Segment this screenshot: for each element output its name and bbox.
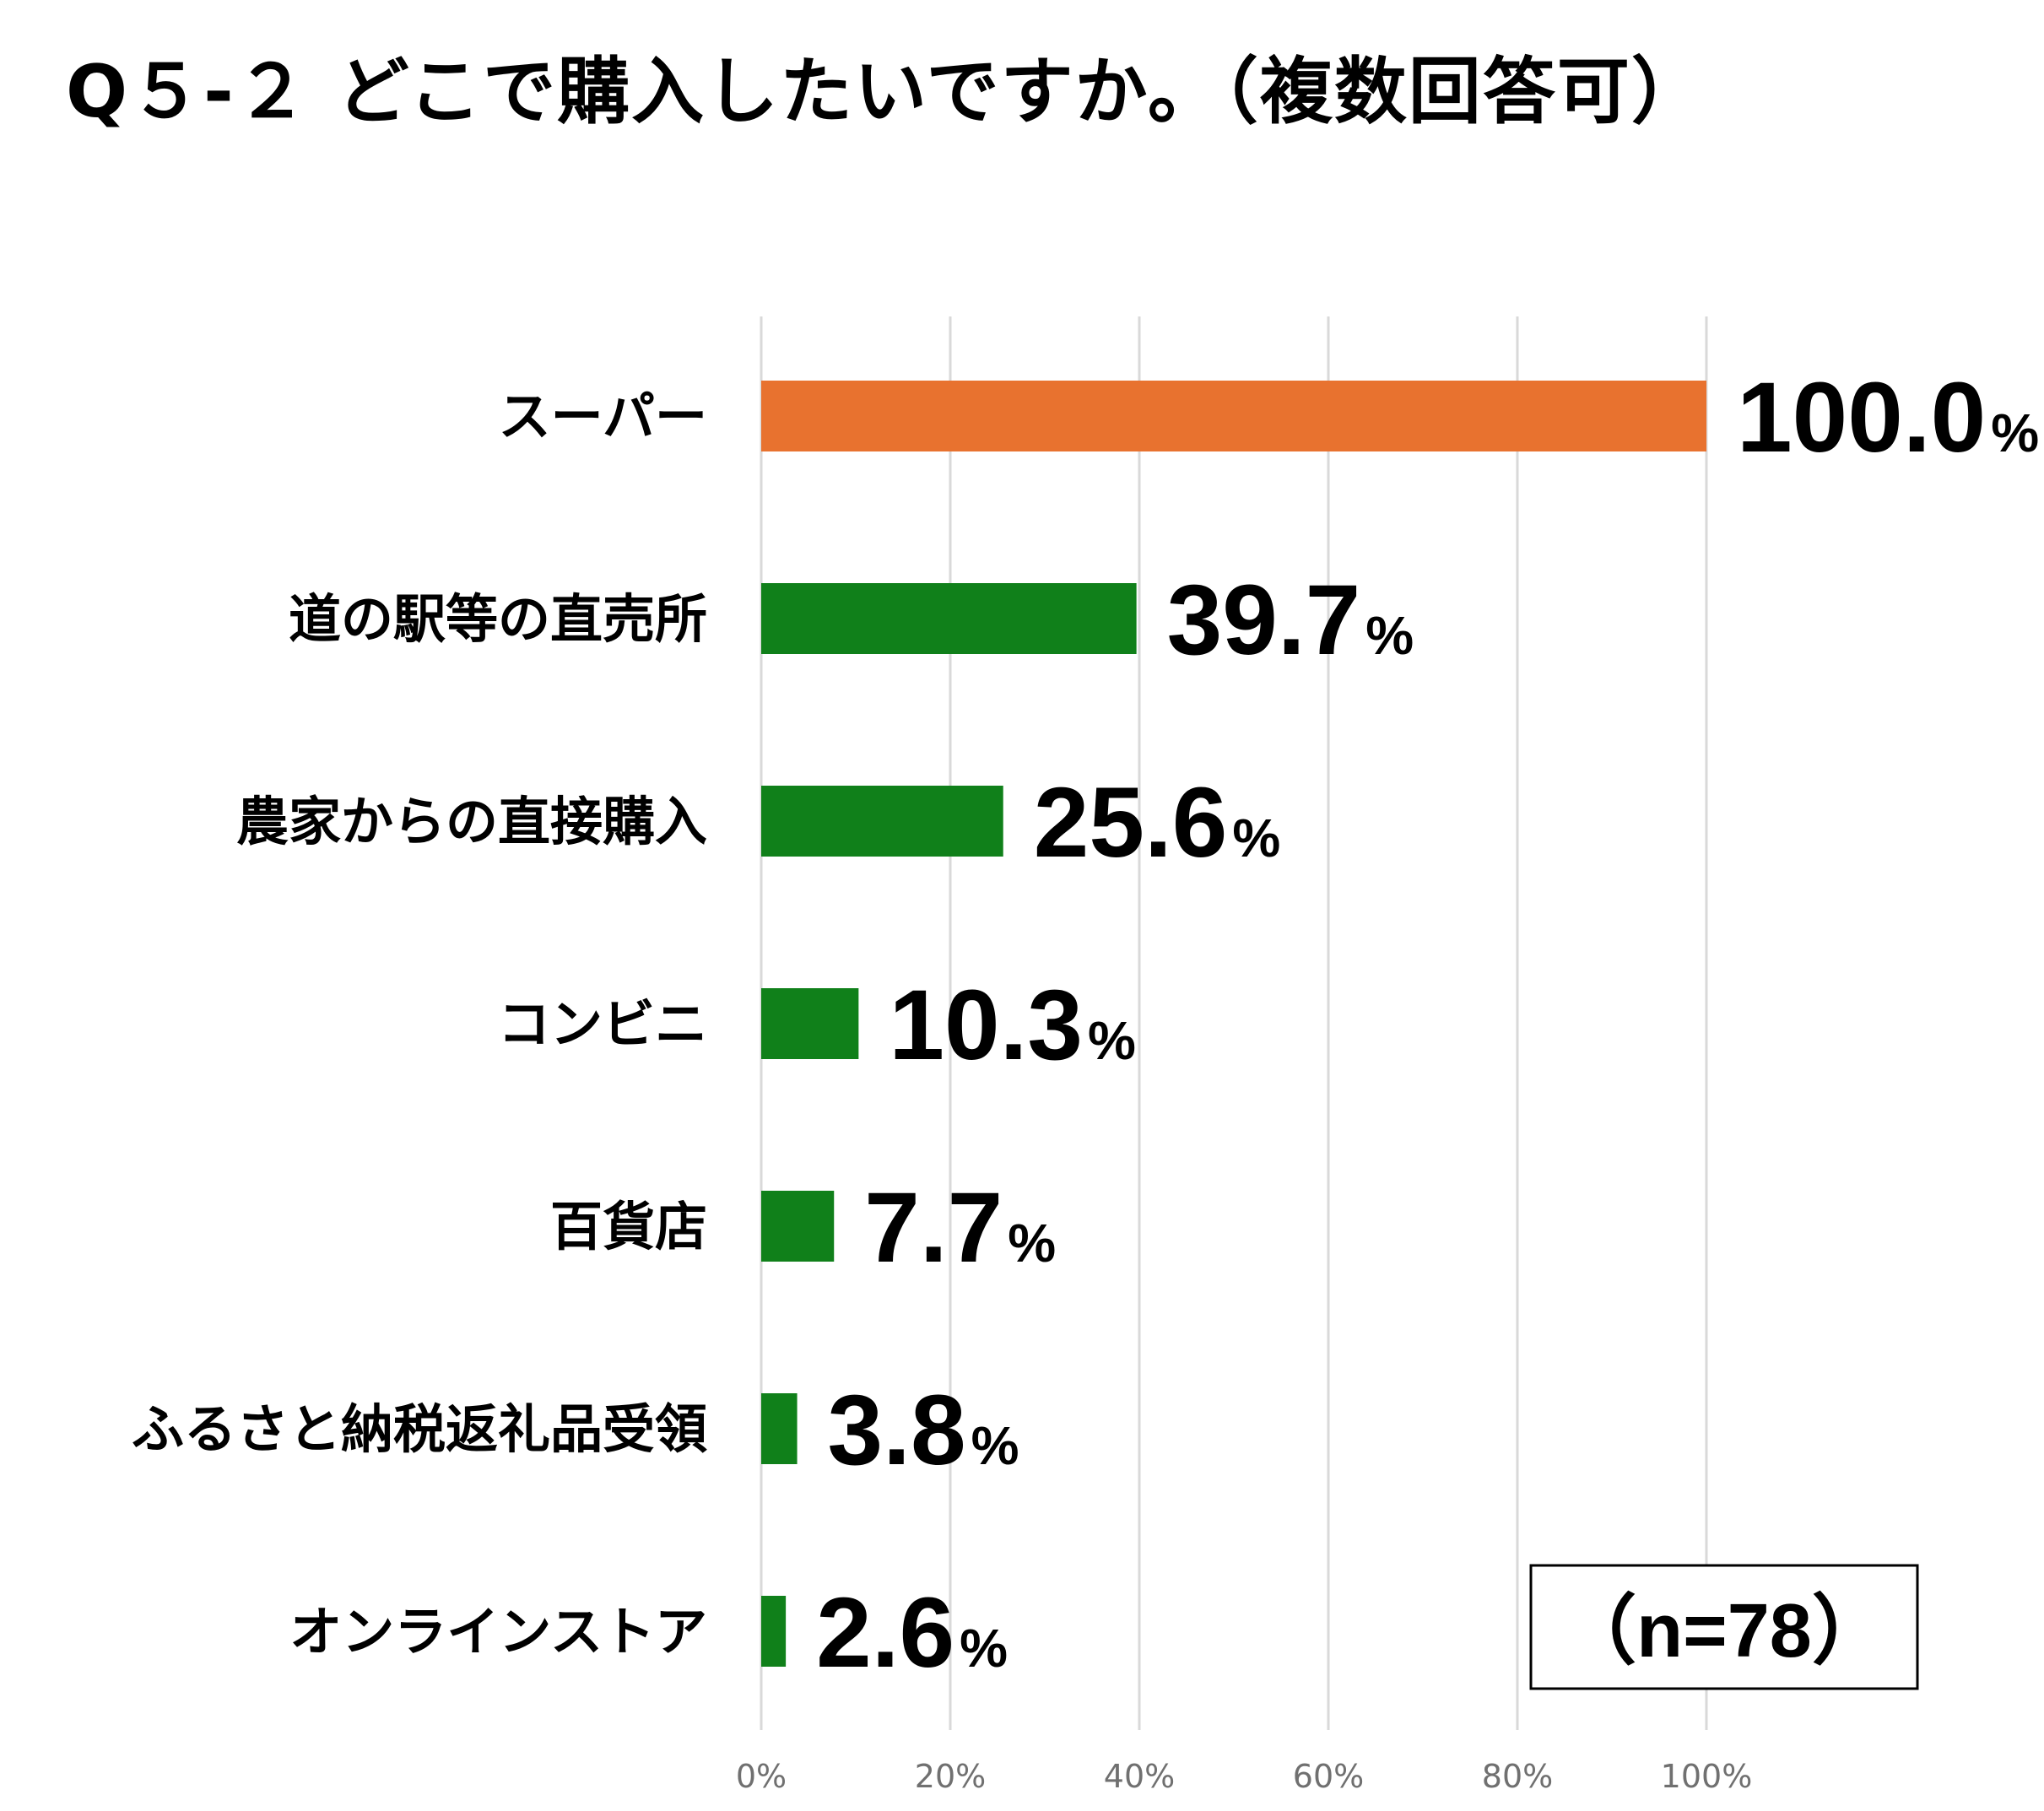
sample-size-label: （n=78） bbox=[1560, 1589, 1888, 1673]
bar bbox=[761, 786, 1003, 857]
value-label: 3.8% bbox=[828, 1375, 1019, 1486]
category-label: 百貨店 bbox=[550, 1196, 707, 1257]
value-label: 25.6% bbox=[1034, 767, 1281, 878]
value-label: 2.6% bbox=[816, 1577, 1008, 1689]
bar bbox=[761, 381, 1706, 451]
bar bbox=[761, 1191, 835, 1262]
sample-size-box: （n=78） bbox=[1529, 1564, 1919, 1690]
category-label: 農家からの直接購入 bbox=[236, 791, 707, 852]
category-label: ふるさと納税返礼品受領 bbox=[132, 1398, 707, 1460]
bars bbox=[761, 381, 1706, 1667]
bar bbox=[761, 1596, 787, 1667]
bar bbox=[761, 988, 859, 1059]
category-labels: スーパー道の駅等の直売所農家からの直接購入コンビニ百貨店ふるさと納税返礼品受領オ… bbox=[132, 386, 707, 1662]
bar bbox=[761, 1393, 798, 1464]
category-label: 道の駅等の直売所 bbox=[289, 588, 707, 650]
value-label: 100.0% bbox=[1737, 362, 2039, 473]
x-tick-label: 40% bbox=[1104, 1758, 1175, 1795]
value-label: 10.3% bbox=[889, 970, 1136, 1081]
x-axis-ticks: 0% 20% 40% 60% 80% 100% bbox=[736, 1758, 1752, 1795]
x-tick-label: 80% bbox=[1482, 1758, 1553, 1795]
category-label: オンラインストア bbox=[289, 1601, 707, 1662]
bar bbox=[761, 583, 1137, 654]
x-tick-label: 60% bbox=[1293, 1758, 1364, 1795]
x-tick-label: 0% bbox=[736, 1758, 787, 1795]
x-tick-label: 20% bbox=[915, 1758, 986, 1795]
gridlines bbox=[760, 316, 1708, 1730]
x-tick-label: 100% bbox=[1661, 1758, 1753, 1795]
category-label: コンビニ bbox=[498, 993, 707, 1055]
value-labels: 100.0% 39.7% 25.6% 10.3% 7.7% 3.8% 2.6% bbox=[816, 362, 2039, 1689]
value-label: 39.7% bbox=[1167, 565, 1414, 676]
category-label: スーパー bbox=[499, 386, 707, 447]
value-label: 7.7% bbox=[864, 1172, 1056, 1284]
chart-title: Q５-２ どこで購入したいですか。（複数回答可） bbox=[66, 50, 1706, 134]
